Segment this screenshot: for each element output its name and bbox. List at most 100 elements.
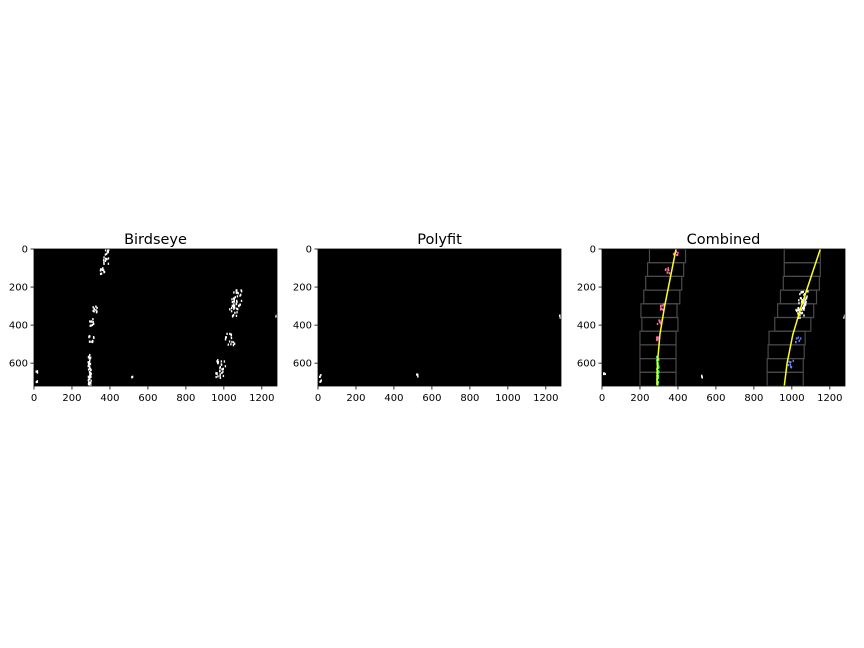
right-lane-pixel [795,340,797,344]
lane-pixel [104,249,107,252]
y-tick-label: 200 [577,283,596,294]
x-tick-label: 600 [138,393,157,404]
right-lane-pixel [795,337,798,340]
lane-pixel [236,300,238,304]
lane-pixel [89,374,91,377]
lane-pixel [105,252,108,256]
lane-pixel [237,308,239,311]
stray-pixel [604,372,606,376]
right-lane-pixel [803,306,806,309]
image-content [603,249,845,386]
lane-pixel [107,250,109,254]
lane-pixel [88,357,91,360]
lane-pixel [88,371,91,374]
left-lane-pixel [675,250,678,253]
left-lane-pixel [658,366,660,369]
lane-pixel [238,305,240,308]
left-lane-pixel [657,377,659,380]
right-lane-pixel [801,311,804,314]
lane-pixel [233,303,235,306]
lane-pixel [92,309,94,313]
lane-pixel [108,249,110,251]
stray-pixel [843,316,845,319]
stray-pixel [276,315,277,318]
fit-line-left [656,249,677,386]
right-lane-pixel [805,296,808,299]
x-tick-label: 200 [630,393,649,404]
left-lane-pixel [676,253,678,257]
lane-pixel [227,343,230,346]
lane-pixel [239,303,242,306]
x-tick-label: 600 [422,393,441,404]
panel-title: Polyfit [417,232,462,248]
lane-pixel [104,253,107,256]
lane-pixel [217,359,219,362]
lane-pixel [103,262,105,265]
lane-pixel [107,262,110,265]
right-lane-pixel [799,316,801,319]
right-lane-pixel [805,300,807,304]
stray-pixel [36,370,39,373]
lane-pixel [233,307,235,310]
right-lane-pixel [799,314,801,317]
right-lane-pixel [802,307,805,311]
panel-title: Birdseye [124,232,187,248]
stray-pixel [320,379,322,382]
right-lane-pixel [798,302,800,305]
x-tick-label: 400 [100,393,119,404]
lane-pixel [233,298,235,301]
lane-pixel [88,356,90,359]
stray-pixel [416,373,418,376]
lane-pixel [230,334,232,337]
right-lane-pixel [799,297,802,300]
lane-pixel [240,293,242,296]
lane-pixel [102,267,104,270]
left-lane-pixel [657,370,660,373]
lane-pixel [89,376,91,379]
left-lane-pixel [657,364,659,367]
image-content [318,314,561,383]
lane-pixel [215,375,217,379]
lane-pixel [219,365,222,369]
lane-pixel [89,340,91,343]
panel-combined: Combined 0 200 400 600 800 1000 1200 0 200 400 600 [577,232,846,404]
lane-pixel [233,300,236,303]
x-tick-label: 200 [62,393,81,404]
left-lane-pixel [658,319,660,322]
left-lane-pixel [676,253,679,256]
lane-pixel [221,371,223,375]
image-content [35,249,277,386]
lane-pixel [90,324,92,327]
y-tick-label: 200 [9,283,28,294]
lane-pixel [87,375,90,378]
y-tick-label: 600 [577,359,596,370]
lane-pixel [240,289,242,292]
x-tick-label: 1200 [533,393,558,404]
left-lane-pixel [656,322,659,326]
x-tick-label: 200 [346,393,365,404]
right-lane-pixel [802,300,805,303]
lane-pixel [219,373,221,376]
lane-pixel [223,360,226,363]
right-lane-pixel [801,306,804,310]
lane-pixel [103,261,105,264]
axes-frame [601,248,846,387]
stray-pixel [36,380,38,383]
lane-pixel [222,367,224,371]
right-lane-pixel [807,290,809,293]
lane-pixel [90,320,92,323]
lane-pixel [93,310,95,313]
lane-pixel [215,372,217,375]
lane-pixel [216,372,218,375]
left-lane-pixel [659,305,662,308]
lane-pixel [217,375,219,378]
lane-pixel [91,323,94,327]
lane-pixel [231,315,234,318]
lane-pixel [88,335,90,338]
lane-pixel [224,338,227,341]
lane-pixel [104,259,107,263]
lane-pixel [89,362,92,366]
left-lane-pixel [672,253,675,256]
lane-pixel [231,340,233,343]
